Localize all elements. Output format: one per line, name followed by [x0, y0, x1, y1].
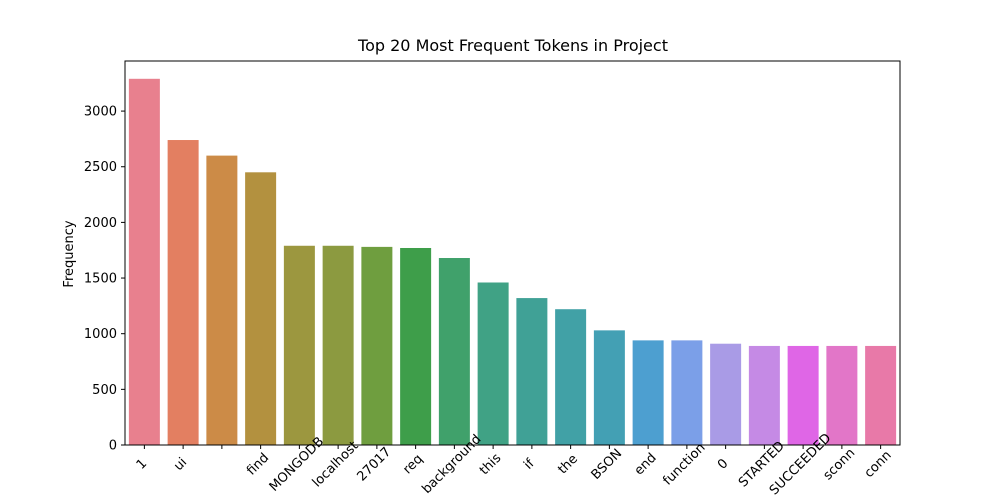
bar-19 — [865, 345, 897, 445]
x-tick-label-13: end — [632, 451, 660, 479]
x-tick-label-18: sconn — [821, 446, 859, 484]
bar-13 — [632, 340, 664, 445]
x-tick-label-6: 27017 — [354, 445, 394, 485]
y-axis-ticks: 0 500 1000 1500 2000 2500 3000 — [84, 105, 125, 454]
x-tick-label-7: req — [400, 452, 426, 478]
x-tick-label-15: 0 — [715, 456, 731, 472]
x-tick-label-14: function — [660, 440, 708, 488]
y-axis-label: Frequency — [62, 220, 77, 287]
x-tick-label-19: conn — [862, 448, 895, 481]
plot-frame — [124, 60, 901, 446]
x-tick-label-10: if — [521, 456, 538, 473]
bar-8 — [438, 258, 470, 445]
y-tick-label-5: 2500 — [84, 160, 117, 175]
y-tick-label-1: 500 — [92, 383, 117, 398]
y-tick-label-6: 3000 — [84, 105, 117, 120]
x-tick-label-9: this — [477, 451, 505, 479]
x-tick-label-1: ui — [171, 455, 190, 474]
bar-0 — [128, 78, 160, 446]
bar-16 — [748, 345, 780, 445]
x-tick-label-3: find — [244, 450, 272, 478]
bar-9 — [477, 282, 509, 445]
chart-title: Top 20 Most Frequent Tokens in Project — [357, 36, 668, 55]
x-tick-label-12: BSON — [589, 446, 626, 483]
bar-15 — [710, 343, 742, 445]
y-tick-label-4: 2000 — [84, 216, 117, 231]
bar-14 — [671, 340, 703, 445]
bar-11 — [555, 309, 587, 445]
bar-4 — [283, 245, 315, 445]
bar-12 — [593, 330, 625, 445]
bar-1 — [167, 140, 199, 445]
bar-6 — [361, 246, 393, 445]
bars-group — [128, 78, 897, 446]
y-tick-label-0: 0 — [109, 439, 117, 454]
y-tick-label-2: 1000 — [84, 327, 117, 342]
bar-17 — [787, 345, 819, 445]
bar-5 — [322, 245, 354, 445]
bar-2 — [206, 155, 238, 445]
bar-18 — [826, 345, 858, 445]
bar-7 — [400, 247, 432, 445]
bar-3 — [245, 172, 277, 445]
bar-10 — [516, 298, 548, 445]
x-tick-label-0: 1 — [134, 456, 150, 472]
y-tick-label-3: 1500 — [84, 272, 117, 287]
x-tick-label-11: the — [555, 452, 581, 478]
